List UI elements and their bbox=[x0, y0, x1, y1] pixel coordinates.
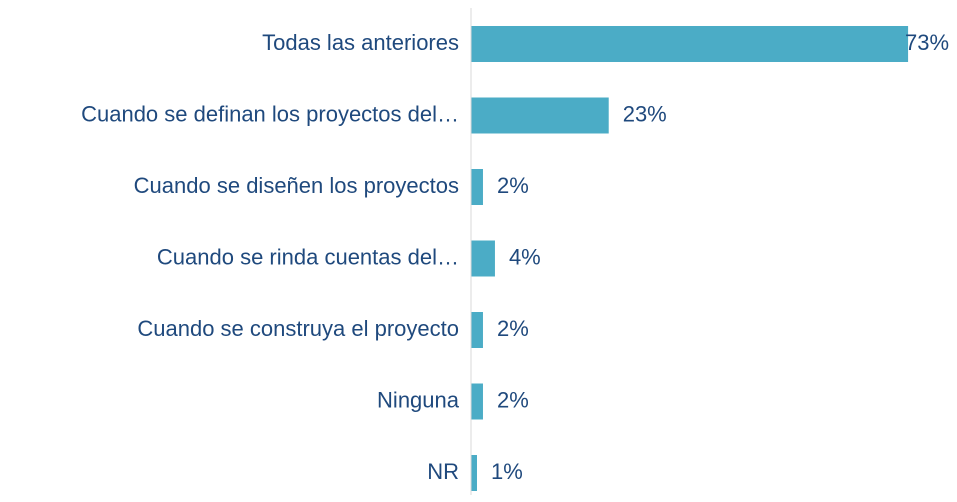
value-label: 23% bbox=[623, 101, 667, 126]
bar bbox=[471, 312, 483, 348]
category-label: Cuando se definan los proyectos del… bbox=[81, 101, 459, 126]
value-label: 4% bbox=[509, 244, 541, 269]
category-label: Ninguna bbox=[377, 387, 460, 412]
category-label: Todas las anteriores bbox=[262, 30, 459, 55]
value-label: 2% bbox=[497, 173, 529, 198]
bar bbox=[471, 383, 483, 420]
category-label: NR bbox=[427, 459, 459, 484]
bar bbox=[471, 169, 483, 205]
value-label: 1% bbox=[491, 459, 523, 484]
category-label: Cuando se rinda cuentas del… bbox=[157, 244, 459, 269]
bar bbox=[471, 455, 477, 491]
bar bbox=[471, 26, 909, 62]
category-label: Cuando se diseñen los proyectos bbox=[134, 173, 459, 198]
category-label: Cuando se construya el proyecto bbox=[137, 316, 459, 341]
bar bbox=[471, 240, 495, 277]
bar bbox=[471, 97, 609, 134]
value-label: 2% bbox=[497, 316, 529, 341]
value-label: 2% bbox=[497, 387, 529, 412]
value-label: 73% bbox=[905, 30, 949, 55]
